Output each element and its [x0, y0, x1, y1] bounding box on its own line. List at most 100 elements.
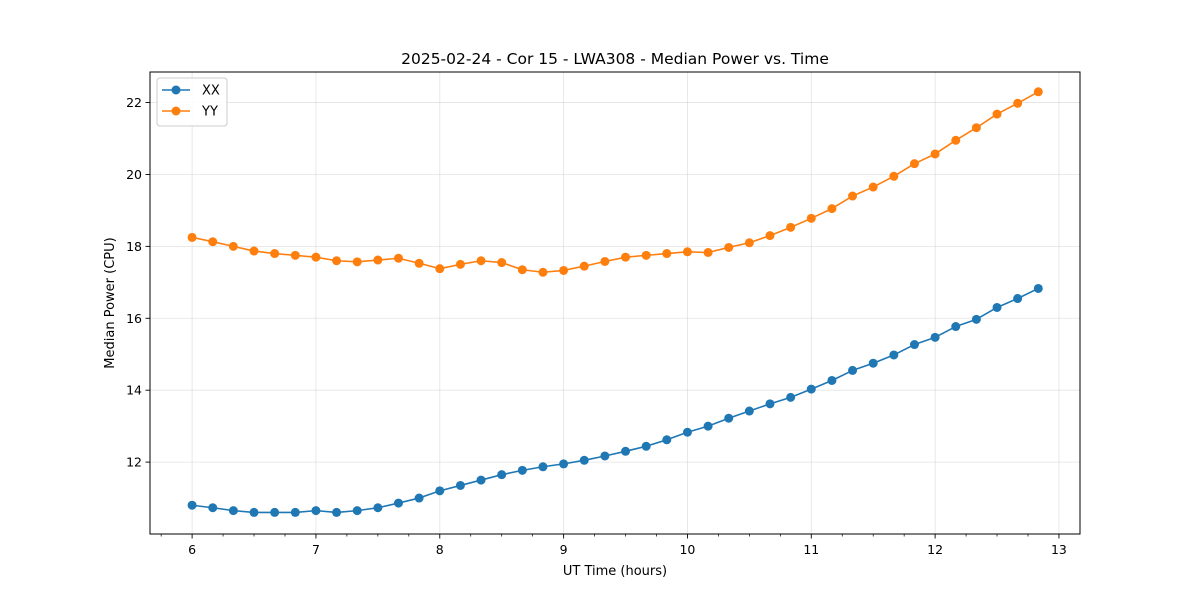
data-point-xx	[228, 506, 238, 516]
data-point-xx	[703, 421, 713, 431]
x-axis-label: UT Time (hours)	[563, 564, 667, 579]
data-point-yy	[641, 250, 651, 260]
data-point-xx	[641, 441, 651, 451]
y-tick-label: 22	[126, 95, 142, 110]
data-point-xx	[889, 350, 899, 360]
data-point-yy	[228, 241, 238, 251]
x-tick-label: 12	[927, 542, 943, 557]
legend: XX YY	[156, 77, 228, 127]
data-point-yy	[786, 222, 796, 232]
data-point-yy	[517, 265, 527, 275]
data-point-yy	[579, 261, 589, 271]
data-point-xx	[848, 365, 858, 375]
data-point-xx	[270, 507, 280, 517]
data-point-xx	[497, 470, 507, 480]
data-point-xx	[744, 406, 754, 416]
data-point-xx	[517, 465, 527, 475]
x-axis-ticks: 6 7 8 9 10 11 12 13	[160, 534, 1067, 557]
data-point-xx	[559, 459, 569, 469]
data-point-xx	[971, 314, 981, 324]
data-point-yy	[827, 204, 837, 214]
y-axis-ticks: 12 14 16 18 20 22	[126, 95, 150, 470]
legend-label-yy: YY	[201, 105, 218, 120]
data-point-xx	[187, 500, 197, 510]
data-point-yy	[187, 232, 197, 242]
data-point-yy	[476, 256, 486, 266]
data-point-yy	[497, 258, 507, 268]
x-tick-label: 8	[436, 542, 444, 557]
data-point-yy	[621, 252, 631, 262]
data-point-xx	[414, 493, 424, 503]
data-point-xx	[827, 375, 837, 385]
data-point-xx	[951, 322, 961, 332]
x-tick-label: 11	[803, 542, 819, 557]
data-point-yy	[373, 255, 383, 265]
grid	[150, 72, 1080, 534]
chart-title: 2025-02-24 - Cor 15 - LWA308 - Median Po…	[401, 50, 829, 68]
legend-marker-yy	[171, 106, 181, 116]
data-point-yy	[311, 252, 321, 262]
data-point-yy	[682, 247, 692, 257]
data-point-xx	[290, 507, 300, 517]
data-point-xx	[373, 503, 383, 513]
legend-marker-xx	[171, 85, 181, 95]
x-tick-label: 10	[679, 542, 695, 557]
data-point-xx	[538, 462, 548, 472]
data-point-xx	[682, 427, 692, 437]
series-points	[187, 87, 1043, 517]
data-point-xx	[992, 302, 1002, 312]
data-point-yy	[270, 249, 280, 259]
data-point-yy	[662, 249, 672, 259]
data-point-xx	[621, 446, 631, 456]
data-point-yy	[1033, 87, 1043, 97]
data-point-yy	[414, 258, 424, 268]
y-tick-label: 14	[126, 383, 142, 398]
data-point-xx	[765, 399, 775, 409]
data-point-yy	[744, 238, 754, 248]
data-point-xx	[476, 475, 486, 485]
data-point-xx	[208, 503, 218, 513]
data-point-xx	[909, 340, 919, 350]
data-point-yy	[290, 250, 300, 260]
data-point-xx	[435, 486, 445, 496]
data-point-xx	[600, 451, 610, 461]
data-point-xx	[1013, 294, 1023, 304]
data-point-xx	[868, 358, 878, 368]
data-point-yy	[971, 123, 981, 133]
data-point-yy	[332, 256, 342, 266]
data-point-yy	[992, 109, 1002, 119]
data-point-yy	[765, 231, 775, 241]
data-point-xx	[1033, 283, 1043, 293]
data-point-yy	[559, 265, 569, 275]
y-tick-label: 12	[126, 455, 142, 470]
data-point-xx	[786, 392, 796, 402]
data-point-yy	[600, 256, 610, 266]
data-point-xx	[724, 413, 734, 423]
data-point-xx	[806, 384, 816, 394]
data-point-yy	[806, 213, 816, 223]
data-point-yy	[435, 264, 445, 274]
data-point-yy	[951, 135, 961, 145]
x-tick-label: 7	[312, 542, 320, 557]
y-axis-label: Median Power (CPU)	[103, 237, 118, 368]
x-tick-label: 6	[188, 542, 196, 557]
data-point-yy	[249, 246, 259, 256]
data-point-yy	[724, 242, 734, 252]
y-tick-label: 20	[126, 167, 142, 182]
data-point-xx	[332, 507, 342, 517]
y-tick-label: 16	[126, 311, 142, 326]
data-point-yy	[352, 257, 362, 267]
data-point-xx	[394, 498, 403, 508]
data-point-yy	[868, 182, 878, 192]
data-point-xx	[352, 506, 362, 516]
data-point-xx	[579, 455, 589, 465]
data-point-yy	[889, 171, 899, 181]
x-tick-label: 13	[1051, 542, 1067, 557]
legend-label-xx: XX	[202, 84, 220, 99]
data-point-yy	[208, 237, 218, 247]
data-point-yy	[703, 247, 713, 257]
data-point-yy	[909, 159, 919, 169]
data-point-xx	[455, 480, 465, 490]
data-point-yy	[455, 259, 465, 269]
